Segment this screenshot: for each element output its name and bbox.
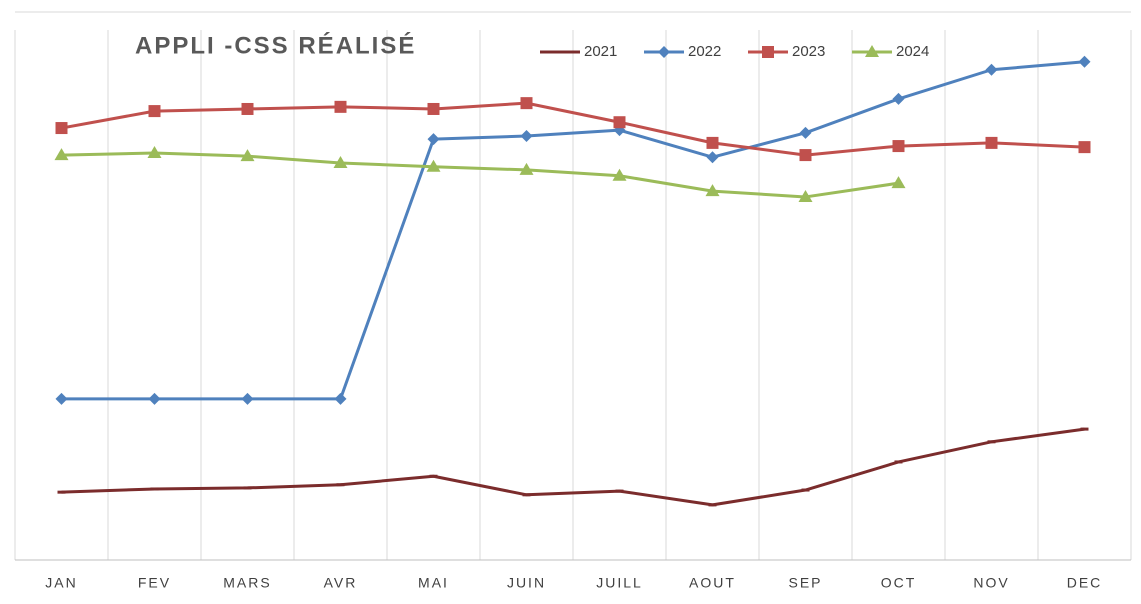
marker xyxy=(1078,55,1091,68)
marker xyxy=(985,63,998,76)
marker xyxy=(519,162,534,175)
legend-label: 2024 xyxy=(896,43,929,60)
marker xyxy=(612,168,627,181)
marker xyxy=(334,392,347,405)
series-line xyxy=(61,60,1085,401)
marker xyxy=(55,122,68,135)
x-tick-label: AOUT xyxy=(689,575,736,591)
marker xyxy=(615,489,624,493)
chart-title: APPLI -CSS RÉALISÉ xyxy=(135,31,416,59)
marker xyxy=(520,130,533,142)
marker xyxy=(148,105,161,118)
marker xyxy=(241,392,254,405)
marker xyxy=(799,126,812,139)
marker xyxy=(522,493,531,497)
legend-label: 2022 xyxy=(688,43,721,60)
marker xyxy=(427,102,440,115)
series-line xyxy=(61,101,1085,157)
marker xyxy=(798,189,813,202)
series-line xyxy=(61,427,1085,507)
marker xyxy=(148,392,161,405)
x-tick-label: JUIN xyxy=(507,575,546,591)
marker xyxy=(1080,427,1089,431)
marker xyxy=(243,486,252,490)
legend: 2021 2022 2023 2024 xyxy=(540,43,929,60)
x-tick-label: FEV xyxy=(138,575,171,591)
marker xyxy=(1078,141,1091,154)
marker xyxy=(427,133,440,146)
marker xyxy=(894,460,903,464)
marker xyxy=(336,483,345,487)
marker xyxy=(892,92,905,105)
marker xyxy=(429,474,438,478)
marker xyxy=(241,102,254,115)
marker xyxy=(762,46,774,58)
marker xyxy=(426,159,441,172)
plot xyxy=(54,55,1091,507)
legend-label: 2021 xyxy=(584,43,617,60)
marker xyxy=(799,149,812,162)
x-tick-label: DEC xyxy=(1067,575,1103,591)
marker xyxy=(54,148,69,161)
legend-label: 2023 xyxy=(792,43,825,60)
x-tick-label: AVR xyxy=(324,575,358,591)
marker xyxy=(520,97,533,110)
marker xyxy=(150,487,159,491)
marker xyxy=(891,176,906,189)
x-tick-label: JAN xyxy=(45,575,77,591)
marker xyxy=(55,392,68,405)
marker xyxy=(333,156,348,169)
marker xyxy=(892,140,905,153)
x-tick-label: MARS xyxy=(223,575,271,591)
x-tick-label: SEP xyxy=(788,575,822,591)
marker xyxy=(658,46,670,58)
x-tick-label: MAI xyxy=(418,575,449,591)
marker xyxy=(985,136,998,149)
marker xyxy=(334,100,347,113)
grid xyxy=(14,30,1132,560)
x-tick-label: JUILL xyxy=(596,575,643,591)
marker xyxy=(556,50,564,54)
marker xyxy=(240,149,255,162)
series-line xyxy=(61,151,899,199)
marker xyxy=(708,503,717,507)
marker xyxy=(613,116,626,129)
marker xyxy=(706,151,719,164)
marker xyxy=(57,490,66,494)
marker xyxy=(705,184,720,197)
x-tick-label: NOV xyxy=(973,575,1009,591)
marker xyxy=(147,145,162,158)
marker xyxy=(865,45,879,57)
marker xyxy=(987,440,996,444)
marker xyxy=(706,136,719,149)
marker xyxy=(801,488,810,492)
x-tick-label: OCT xyxy=(881,575,917,591)
